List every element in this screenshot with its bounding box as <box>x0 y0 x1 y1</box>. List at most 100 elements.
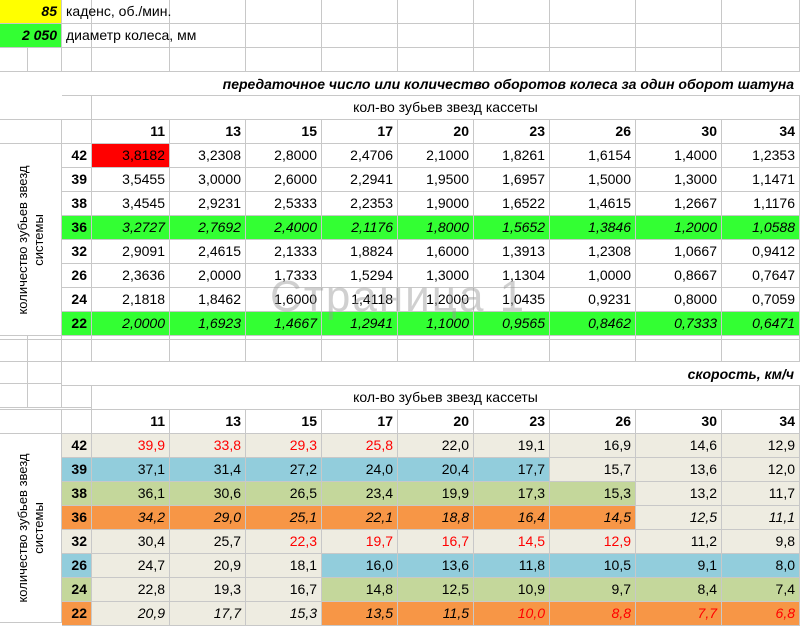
empty-cell[interactable] <box>636 0 722 24</box>
empty-cell[interactable] <box>62 410 92 434</box>
table1-col-header[interactable]: 30 <box>636 120 722 144</box>
table1-value-cell[interactable]: 1,2667 <box>636 192 722 216</box>
table2-value-cell[interactable]: 17,3 <box>474 482 550 506</box>
empty-cell[interactable] <box>246 48 322 72</box>
table2-value-cell[interactable]: 29,3 <box>246 434 322 458</box>
table2-value-cell[interactable]: 16,4 <box>474 506 550 530</box>
table1-value-cell[interactable]: 0,9231 <box>550 288 636 312</box>
empty-cell[interactable] <box>0 362 28 384</box>
table2-value-cell[interactable]: 19,1 <box>474 434 550 458</box>
table1-value-cell[interactable]: 2,4615 <box>170 240 246 264</box>
empty-cell[interactable] <box>0 384 28 408</box>
table1-row-gear[interactable]: 42 <box>62 144 92 168</box>
table1-value-cell[interactable]: 0,8667 <box>636 264 722 288</box>
table2-value-cell[interactable]: 15,3 <box>550 482 636 506</box>
table2-col-header[interactable]: 20 <box>398 410 474 434</box>
empty-cell[interactable] <box>92 48 170 72</box>
empty-cell[interactable] <box>722 0 800 24</box>
table1-value-cell[interactable]: 0,7647 <box>722 264 800 288</box>
empty-cell[interactable] <box>398 48 474 72</box>
table1-value-cell[interactable]: 0,9412 <box>722 240 800 264</box>
table1-value-cell[interactable]: 1,1000 <box>398 312 474 336</box>
table1-col-header[interactable]: 23 <box>474 120 550 144</box>
table1-value-cell[interactable]: 1,1176 <box>722 192 800 216</box>
table2-col-header[interactable]: 30 <box>636 410 722 434</box>
table2-row-gear[interactable]: 26 <box>62 554 92 578</box>
table1-value-cell[interactable]: 2,6000 <box>246 168 322 192</box>
table1-value-cell[interactable]: 2,3636 <box>92 264 170 288</box>
table1-value-cell[interactable]: 2,1818 <box>92 288 170 312</box>
table2-value-cell[interactable]: 14,5 <box>550 506 636 530</box>
empty-cell[interactable] <box>550 48 636 72</box>
table1-value-cell[interactable]: 1,5000 <box>550 168 636 192</box>
table2-value-cell[interactable]: 16,7 <box>398 530 474 554</box>
empty-cell[interactable] <box>550 340 636 362</box>
table1-value-cell[interactable]: 1,3000 <box>636 168 722 192</box>
table1-row-gear[interactable]: 36 <box>62 216 92 240</box>
table1-value-cell[interactable]: 2,5333 <box>246 192 322 216</box>
empty-cell[interactable] <box>0 386 92 410</box>
cadence-label[interactable]: каденс, об./мин. <box>62 0 246 24</box>
table2-value-cell[interactable]: 22,3 <box>246 530 322 554</box>
cadence-value[interactable]: 85 <box>0 0 62 24</box>
table1-value-cell[interactable]: 1,6522 <box>474 192 550 216</box>
table1-value-cell[interactable]: 1,2353 <box>722 144 800 168</box>
table1-value-cell[interactable]: 1,2941 <box>322 312 398 336</box>
empty-cell[interactable] <box>398 0 474 24</box>
table1-value-cell[interactable]: 1,6000 <box>398 240 474 264</box>
table1-value-cell[interactable]: 0,8000 <box>636 288 722 312</box>
table2-value-cell[interactable]: 16,9 <box>550 434 636 458</box>
empty-cell[interactable] <box>62 340 92 362</box>
table1-value-cell[interactable]: 0,8462 <box>550 312 636 336</box>
empty-cell[interactable] <box>636 48 722 72</box>
empty-cell[interactable] <box>550 24 636 48</box>
table2-value-cell[interactable]: 31,4 <box>170 458 246 482</box>
empty-cell[interactable] <box>28 48 62 72</box>
table2-value-cell[interactable]: 13,6 <box>636 458 722 482</box>
empty-cell[interactable] <box>246 340 322 362</box>
table2-value-cell[interactable]: 19,9 <box>398 482 474 506</box>
table1-value-cell[interactable]: 2,0000 <box>170 264 246 288</box>
table2-value-cell[interactable]: 10,5 <box>550 554 636 578</box>
table1-value-cell[interactable]: 1,5294 <box>322 264 398 288</box>
table2-value-cell[interactable]: 22,1 <box>322 506 398 530</box>
table1-value-cell[interactable]: 3,4545 <box>92 192 170 216</box>
table2-row-gear[interactable]: 32 <box>62 530 92 554</box>
table1-value-cell[interactable]: 1,4615 <box>550 192 636 216</box>
empty-cell[interactable] <box>398 24 474 48</box>
table1-value-cell[interactable]: 1,5652 <box>474 216 550 240</box>
table1-value-cell[interactable]: 2,1176 <box>322 216 398 240</box>
table2-value-cell[interactable]: 25,1 <box>246 506 322 530</box>
table2-value-cell[interactable]: 16,0 <box>322 554 398 578</box>
table1-value-cell[interactable]: 1,2000 <box>398 288 474 312</box>
table2-value-cell[interactable]: 12,5 <box>398 578 474 602</box>
table2-value-cell[interactable]: 19,7 <box>322 530 398 554</box>
empty-cell[interactable] <box>636 24 722 48</box>
empty-cell[interactable] <box>322 48 398 72</box>
table1-value-cell[interactable]: 2,8000 <box>246 144 322 168</box>
table2-value-cell[interactable]: 34,2 <box>92 506 170 530</box>
table2-value-cell[interactable]: 13,5 <box>322 602 398 626</box>
empty-cell[interactable] <box>0 410 62 434</box>
table1-row-gear[interactable]: 39 <box>62 168 92 192</box>
table2-col-header[interactable]: 11 <box>92 410 170 434</box>
table2-col-header[interactable]: 17 <box>322 410 398 434</box>
empty-cell[interactable] <box>322 24 398 48</box>
table2-value-cell[interactable]: 12,0 <box>722 458 800 482</box>
table1-row-gear[interactable]: 22 <box>62 312 92 336</box>
table2-col-header[interactable]: 15 <box>246 410 322 434</box>
table2-value-cell[interactable]: 16,7 <box>246 578 322 602</box>
empty-cell[interactable] <box>28 384 62 408</box>
empty-cell[interactable] <box>170 340 246 362</box>
table2-value-cell[interactable]: 27,2 <box>246 458 322 482</box>
table2-value-cell[interactable]: 25,8 <box>322 434 398 458</box>
table2-row-gear[interactable]: 42 <box>62 434 92 458</box>
diameter-value[interactable]: 2 050 <box>0 24 62 48</box>
table1-value-cell[interactable]: 1,9500 <box>398 168 474 192</box>
table2-value-cell[interactable]: 12,5 <box>636 506 722 530</box>
table2-value-cell[interactable]: 39,9 <box>92 434 170 458</box>
table1-col-header[interactable]: 17 <box>322 120 398 144</box>
table2-value-cell[interactable]: 20,4 <box>398 458 474 482</box>
empty-cell[interactable] <box>0 96 92 120</box>
table2-value-cell[interactable]: 24,7 <box>92 554 170 578</box>
